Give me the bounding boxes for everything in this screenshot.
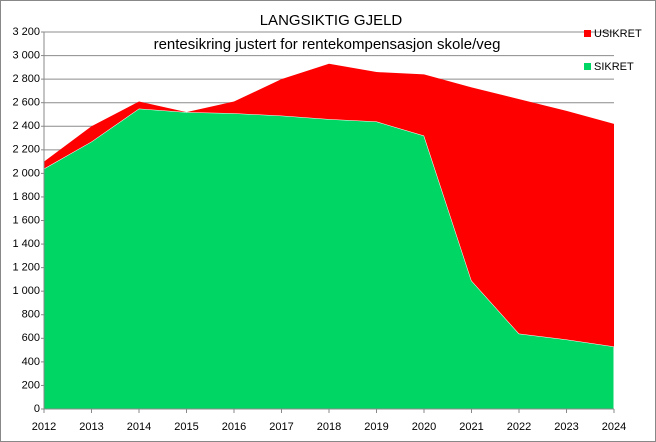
x-tick-label: 2014: [127, 421, 151, 433]
chart-title: LANGSIKTIG GJELD: [260, 12, 403, 29]
y-tick-label: 1 800: [12, 191, 40, 203]
y-tick-label: 600: [22, 332, 40, 344]
x-tick-label: 2022: [507, 421, 531, 433]
x-tick-label: 2023: [554, 421, 578, 433]
legend-swatch: [584, 63, 591, 70]
y-tick-label: 2 200: [12, 144, 40, 156]
legend-label: USIKRET: [594, 28, 642, 40]
y-tick-label: 2 000: [12, 167, 40, 179]
y-tick-label: 1 200: [12, 262, 40, 274]
y-tick-label: 2 800: [12, 73, 40, 85]
y-tick-label: 3 200: [12, 26, 40, 38]
y-tick-label: 1 400: [12, 238, 40, 250]
x-tick-label: 2018: [317, 421, 341, 433]
legend-swatch: [584, 30, 591, 37]
y-tick-label: 0: [34, 403, 40, 415]
y-tick-label: 2 600: [12, 97, 40, 109]
y-tick-label: 800: [22, 309, 40, 321]
x-tick-label: 2020: [412, 421, 436, 433]
x-tick-label: 2024: [602, 421, 626, 433]
x-tick-label: 2013: [79, 421, 103, 433]
x-tick-label: 2019: [364, 421, 388, 433]
x-tick-label: 2021: [459, 421, 483, 433]
y-tick-label: 2 400: [12, 120, 40, 132]
y-tick-label: 1 000: [12, 285, 40, 297]
x-tick-label: 2012: [32, 421, 56, 433]
legend-label: SIKRET: [594, 61, 634, 73]
x-tick-label: 2016: [222, 421, 246, 433]
y-tick-label: 200: [22, 379, 40, 391]
y-tick-label: 400: [22, 356, 40, 368]
x-tick-label: 2017: [269, 421, 293, 433]
x-tick-label: 2015: [174, 421, 198, 433]
area: [44, 63, 614, 347]
y-tick-label: 3 000: [12, 49, 40, 61]
chart-subtitle: rentesikring justert for rentekompensasj…: [154, 36, 501, 53]
y-tick-label: 1 600: [12, 214, 40, 226]
